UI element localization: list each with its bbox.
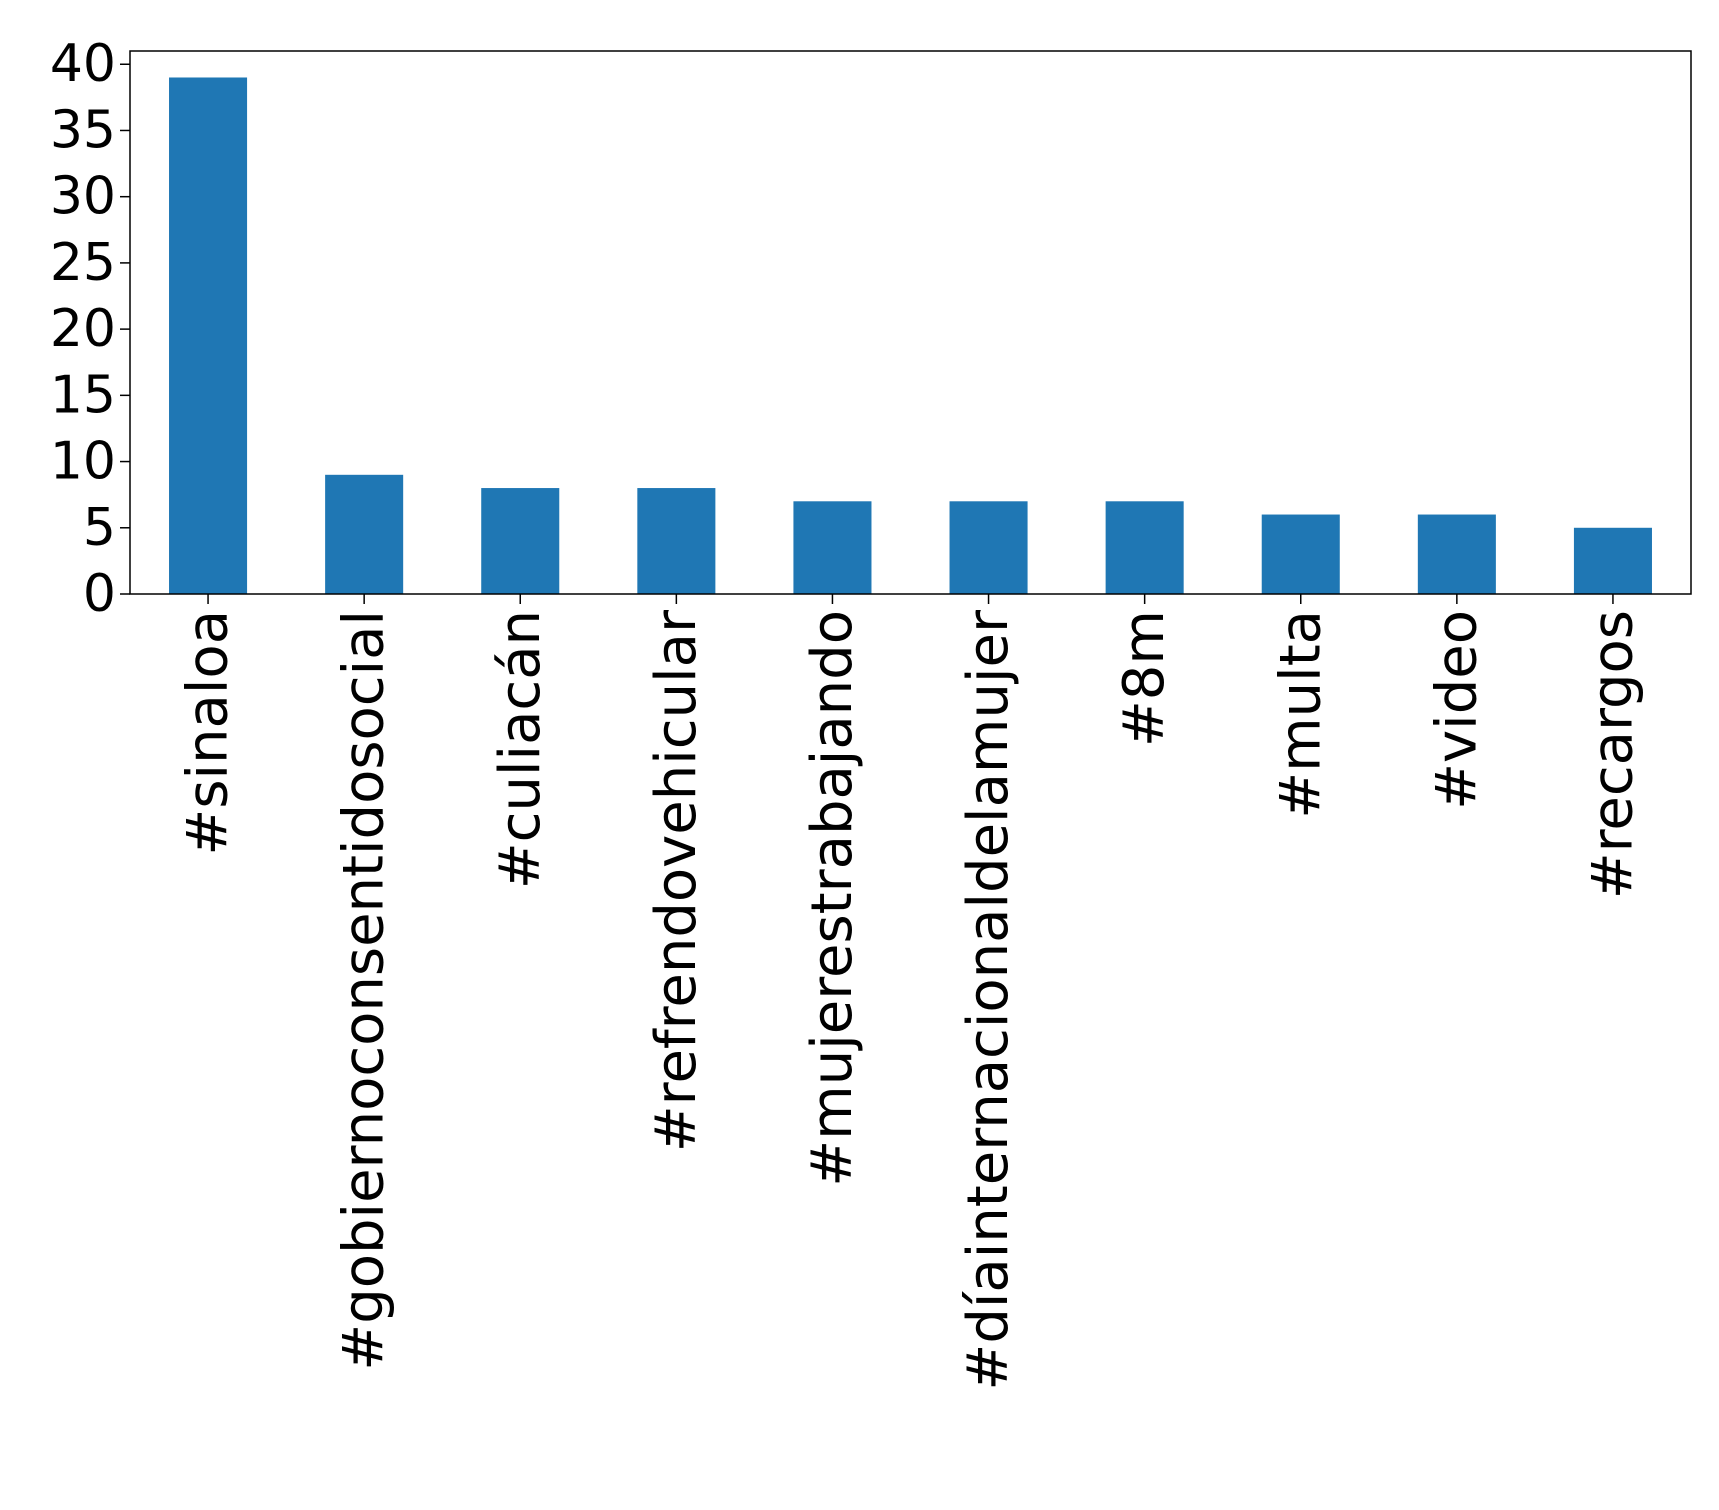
bar-8 (1261, 514, 1340, 594)
y-tick-label: 0 (83, 564, 116, 624)
x-tick-label: #multa (1268, 610, 1333, 819)
x-tick-label: #sinaloa (176, 610, 241, 856)
y-tick-label: 10 (50, 432, 116, 492)
x-axis: #sinaloa #gobiernoconsentidosocial #culiac… (176, 594, 1645, 1391)
bar-9 (1417, 514, 1496, 594)
x-tick-label: #mujerestrabajando (800, 610, 865, 1187)
y-tick-label: 30 (50, 167, 116, 227)
x-tick-label: #culiacán (488, 610, 553, 889)
bar-3 (481, 488, 560, 594)
bar-1 (169, 77, 248, 595)
bar-2 (325, 474, 404, 594)
bar-4 (637, 488, 716, 594)
x-tick-label: #díainternacionaldelamujer (956, 609, 1021, 1391)
y-tick-label: 20 (50, 299, 116, 359)
y-tick-label: 35 (50, 100, 116, 160)
bar-10 (1573, 527, 1652, 594)
x-tick-label: #gobiernoconsentidosocial (332, 610, 397, 1371)
bar-6 (949, 501, 1028, 594)
x-tick-label: #video (1424, 610, 1489, 810)
y-tick-label: 15 (50, 365, 116, 425)
x-tick-label: #recargos (1580, 610, 1645, 899)
x-tick-label: #8m (1112, 610, 1177, 747)
y-tick-label: 40 (50, 34, 116, 94)
bar-7 (1105, 501, 1184, 594)
plot-frame (129, 50, 1692, 595)
x-tick-label: #refrendovehicular (644, 609, 709, 1152)
bar-5 (793, 501, 872, 594)
y-tick-label: 5 (83, 498, 116, 558)
bars-layer (169, 77, 1652, 595)
y-tick-label: 25 (50, 233, 116, 293)
